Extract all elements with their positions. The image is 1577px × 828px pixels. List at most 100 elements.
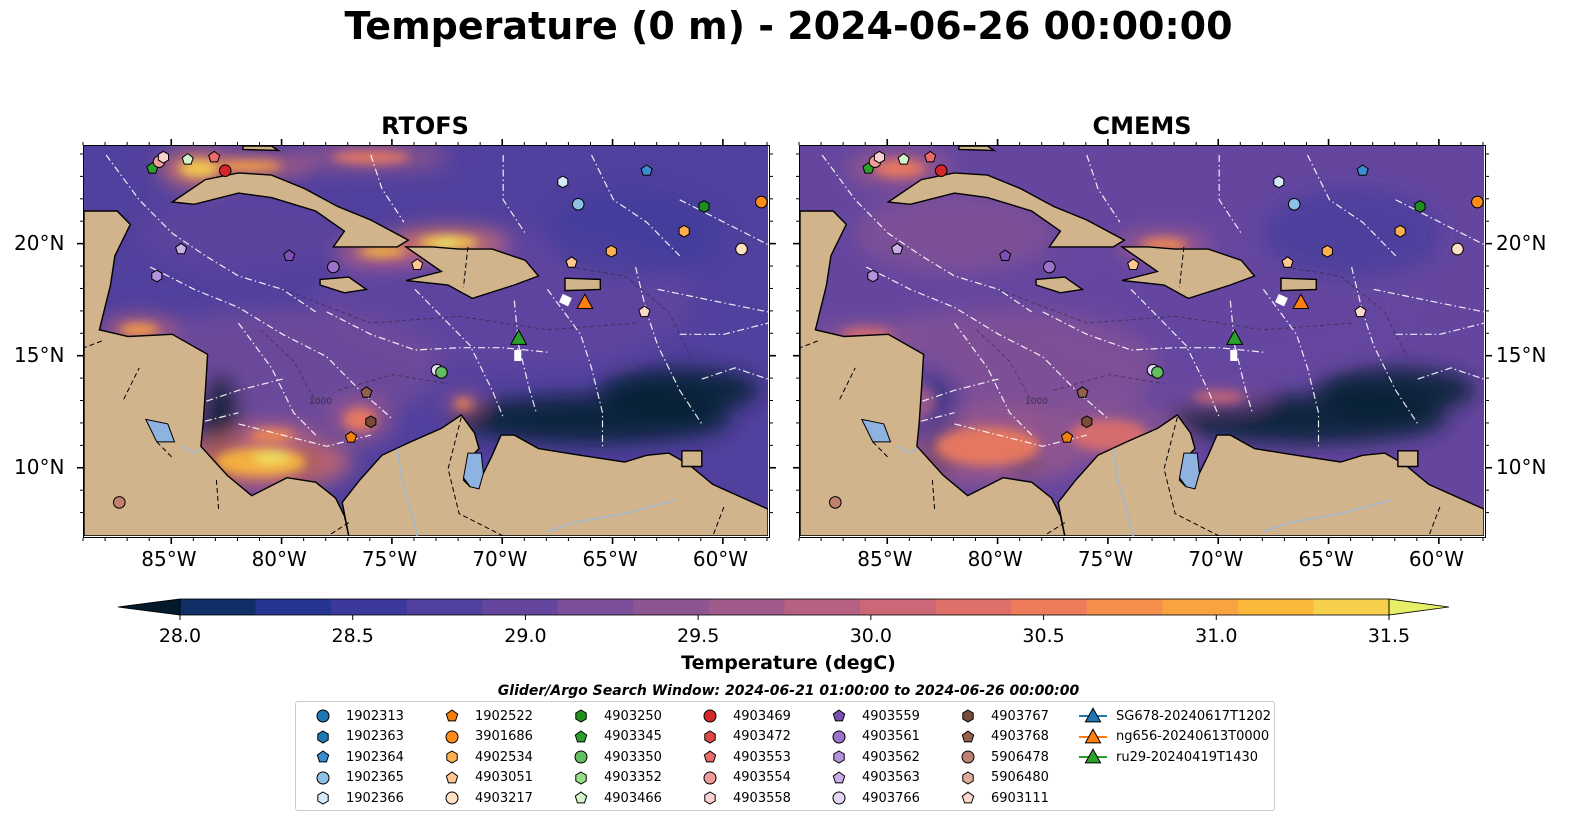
- legend-item: 5906478: [953, 747, 1049, 767]
- legend-label: 4903217: [475, 790, 533, 806]
- marker-4902534: [678, 224, 690, 238]
- legend-marker-icon: [574, 750, 588, 764]
- colorbar-segment: [1162, 599, 1239, 615]
- marker-4903553: [208, 150, 221, 163]
- legend-item: 4903345: [566, 727, 662, 747]
- legend-marker: [704, 729, 716, 744]
- legend-marker: [961, 729, 975, 742]
- glider-tracks: [514, 293, 572, 361]
- lon-tick-label: 80°W: [967, 547, 1023, 571]
- colorbar-tick-label: 29.5: [676, 625, 720, 647]
- colorbar-segment: [180, 599, 257, 615]
- legend-marker: [704, 791, 716, 805]
- figure-title: Temperature (0 m) - 2024-06-26 00:00:00: [344, 4, 1233, 48]
- colorbar-segment: [935, 599, 1012, 615]
- map-axes: [77, 139, 1492, 544]
- legend-item: 5906480: [953, 768, 1049, 788]
- marker-4903561: [327, 260, 340, 274]
- land-central-america: [84, 210, 350, 536]
- legend-marker-icon: [317, 791, 329, 805]
- land-puerto-rico: [1280, 277, 1317, 292]
- colorbar-frame: [179, 598, 1390, 616]
- legend-marker-icon: [961, 791, 975, 804]
- legend-label: 4903350: [604, 749, 662, 765]
- legend-label: 1902313: [346, 708, 404, 724]
- map-panel-rtofs[interactable]: 1000: [83, 145, 770, 538]
- legend-item: 1902364: [308, 747, 404, 767]
- legend-label: 4903558: [733, 790, 791, 806]
- land-trinidad: [1397, 450, 1419, 468]
- legend-marker-icon: [703, 771, 717, 784]
- legend-label: 1902363: [346, 729, 404, 744]
- depth-contour-label: 1000: [1025, 397, 1048, 407]
- marker-1902522: [344, 430, 358, 443]
- legend-marker: [317, 791, 329, 805]
- marker-4903558: [873, 150, 885, 164]
- legend-marker: [445, 770, 459, 783]
- lon-tick-label: 80°W: [251, 547, 307, 571]
- marker-1902522: [1060, 430, 1074, 443]
- legend-marker: [575, 709, 587, 723]
- marker-4902534: [1321, 244, 1333, 258]
- marker-5906478: [113, 496, 126, 509]
- legend-label: 4903051: [475, 770, 533, 785]
- colorbar-tick-label: 28.0: [158, 625, 202, 647]
- colorbar-segment: [406, 599, 483, 615]
- legend-marker: [445, 709, 459, 722]
- lake-maracaibo: [462, 452, 484, 490]
- marker-4903466: [181, 152, 194, 165]
- legend-marker: [962, 770, 974, 785]
- legend-item: 4903766: [824, 788, 920, 808]
- legend-marker-icon: [445, 709, 459, 722]
- legend-label: 4903767: [991, 708, 1049, 724]
- marker-4903469: [218, 164, 232, 177]
- land-hispaniola: [403, 246, 540, 300]
- legend-item: 4903561: [824, 727, 920, 747]
- legend-marker: [962, 709, 974, 723]
- marker-4903466: [897, 152, 910, 165]
- legend-label: 4903466: [604, 790, 662, 806]
- marker-4903250: [698, 200, 710, 213]
- legend-marker: [574, 729, 588, 742]
- legend-marker-icon: [832, 709, 846, 722]
- lat-tick-label-right: 15°N: [1496, 342, 1547, 367]
- marker-4903559: [999, 249, 1012, 261]
- legend-marker: [833, 750, 845, 764]
- legend-marker: [1084, 707, 1102, 723]
- marker-4903350: [1151, 366, 1164, 379]
- colorbar-segment: [1313, 599, 1390, 615]
- land-jamaica: [319, 276, 369, 294]
- legend-marker-icon: [445, 730, 459, 743]
- legend-marker-icon: [574, 791, 588, 804]
- legend-marker-icon: [1079, 748, 1107, 764]
- legend-marker: [574, 750, 588, 764]
- legend-marker: [703, 771, 717, 784]
- legend-marker: [446, 750, 458, 764]
- panel-title-cmems: CMEMS: [1092, 112, 1192, 140]
- marker-4903217: [735, 242, 748, 256]
- lon-tick-label: 65°W: [1298, 547, 1354, 571]
- legend-item: 1902313: [308, 706, 404, 726]
- marker-4903768: [360, 386, 373, 398]
- legend-item: 4903558: [695, 788, 791, 808]
- depth-contours: [260, 266, 692, 402]
- map-panel-cmems[interactable]: 1000: [799, 145, 1486, 538]
- legend-marker-icon: [446, 750, 458, 764]
- marker-ru29-20240419T1430: [1225, 329, 1244, 345]
- legend-item: 4903469: [695, 706, 791, 726]
- legend-item: 4902534: [437, 747, 533, 767]
- legend-marker: [832, 791, 846, 805]
- legend-label: 6903111: [991, 790, 1049, 806]
- legend-marker: [1084, 748, 1102, 764]
- lat-tick-label-left: 20°N: [14, 230, 65, 255]
- legend-marker-icon: [445, 770, 459, 783]
- legend-label: 4903469: [733, 708, 791, 724]
- land-puerto-rico: [564, 277, 601, 292]
- legend-marker: [703, 709, 717, 723]
- colorbar-segment: [1011, 599, 1088, 615]
- legend-label: 4903345: [604, 729, 662, 744]
- legend-label: 4903766: [862, 790, 920, 806]
- legend-marker-icon: [961, 750, 975, 764]
- marker-ru29-20240419T1430: [509, 329, 528, 345]
- marker-4903558: [157, 150, 169, 164]
